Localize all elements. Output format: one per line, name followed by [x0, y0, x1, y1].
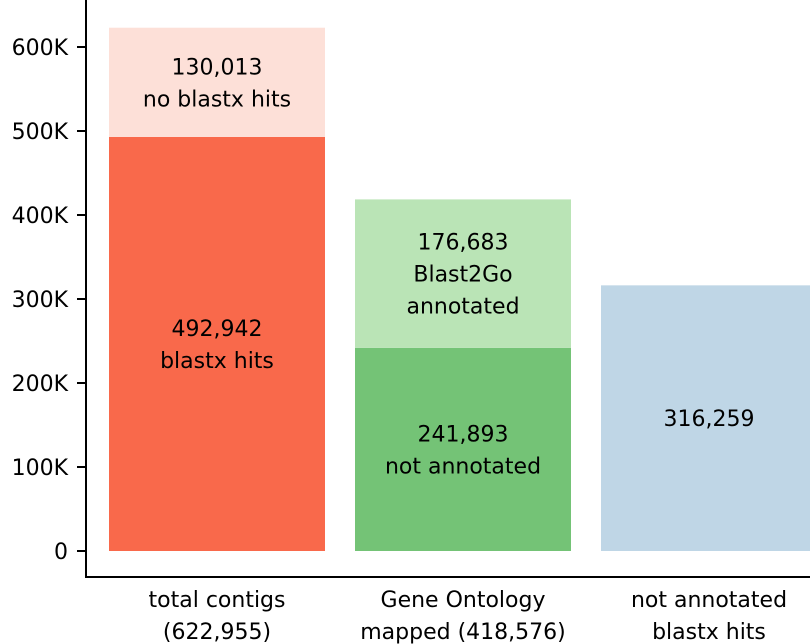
y-tick-label: 400K — [12, 204, 69, 229]
x-category-label: total contigs — [149, 588, 286, 613]
bar-segment — [109, 27, 325, 137]
y-axis-ticks: 0 100K 200K 300K 400K 500K 600K — [12, 36, 86, 565]
y-tick-label: 100K — [12, 456, 69, 481]
bar-segment — [601, 285, 810, 551]
y-tick-label: 0 — [54, 540, 68, 565]
x-category-label: mapped (418,576) — [360, 620, 565, 644]
y-tick-label: 200K — [12, 372, 69, 397]
bar-segment-label: annotated — [406, 295, 519, 320]
bar-segment — [355, 347, 571, 551]
bar-segment-label: 130,013 — [172, 55, 263, 80]
bar-segment-label: 492,942 — [172, 317, 263, 342]
bar-segment — [355, 199, 571, 348]
bar-segment-label: Blast2Go — [413, 263, 512, 288]
bar-segment — [109, 136, 325, 552]
x-category-label: Gene Ontology — [381, 588, 546, 613]
y-tick-label: 500K — [12, 120, 69, 145]
bars-group: 492,942 blastx hits 130,013 no blastx hits 2… — [109, 27, 810, 552]
x-category-label: not annotated — [631, 588, 787, 613]
bar-segment-label: not annotated — [385, 454, 541, 479]
x-category-label: (622,955) — [163, 620, 271, 644]
category-labels: total contigs (622,955) Gene Ontology mappe… — [149, 588, 788, 644]
bar-segment-label: 316,259 — [664, 407, 755, 432]
y-tick-label: 600K — [12, 36, 69, 61]
bar-segment-label: blastx hits — [160, 349, 274, 374]
y-tick-label: 300K — [12, 288, 69, 313]
bar-segment-label: 176,683 — [418, 231, 509, 256]
bar-segment-label: 241,893 — [418, 422, 509, 447]
bar-segment-label: no blastx hits — [143, 87, 291, 112]
x-category-label: blastx hits — [652, 620, 766, 644]
